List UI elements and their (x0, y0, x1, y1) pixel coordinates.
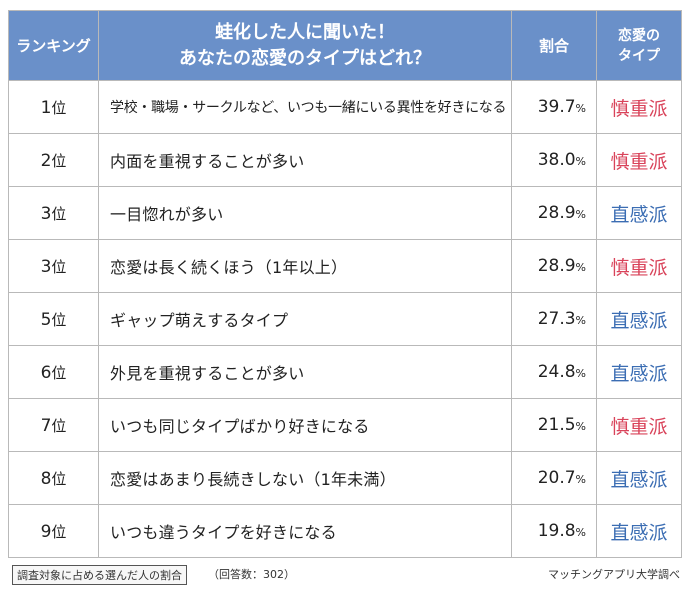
love-type-badge: 直感派 (596, 345, 682, 399)
love-type-badge: 慎重派 (596, 80, 682, 134)
title-line-2: あなたの恋愛のタイプはどれ？ (179, 47, 431, 69)
percent-unit: % (575, 367, 586, 380)
rank-unit: 位 (51, 310, 67, 329)
table-row: 6位 外見を重視することが多い 24.8% 直感派 (8, 345, 682, 399)
rank-number: 6 (40, 362, 52, 383)
percent-value: 21.5 (537, 415, 576, 435)
type-header-line-1: 恋愛の (618, 27, 660, 44)
love-type-badge: 慎重派 (596, 239, 682, 293)
ranking-table: ランキング 蛙化した人に聞いた！ あなたの恋愛のタイプはどれ？ 割合 恋愛の タ… (8, 10, 682, 558)
answer-label: 恋愛は長く続くほう（1年以上） (98, 239, 512, 293)
answer-label: 一目惚れが多い (98, 186, 512, 240)
rank-unit: 位 (51, 416, 67, 435)
header-percent: 割合 (511, 10, 597, 81)
rank-cell: 8位 (8, 451, 99, 505)
love-type-badge: 慎重派 (596, 133, 682, 187)
table-row: 3位 一目惚れが多い 28.9% 直感派 (8, 186, 682, 240)
percent-cell: 28.9% (511, 186, 597, 240)
rank-cell: 3位 (8, 186, 99, 240)
percent-unit: % (575, 420, 586, 433)
rank-cell: 1位 (8, 80, 99, 134)
rank-cell: 7位 (8, 398, 99, 452)
percent-cell: 39.7% (511, 80, 597, 134)
percent-unit: % (575, 261, 586, 274)
percent-unit: % (575, 314, 586, 327)
percent-value: 27.3 (537, 309, 576, 329)
header-rank: ランキング (8, 10, 99, 81)
percent-cell: 24.8% (511, 345, 597, 399)
love-type-badge: 慎重派 (596, 398, 682, 452)
answer-label: 内面を重視することが多い (98, 133, 512, 187)
rank-cell: 5位 (8, 292, 99, 346)
percent-value: 19.8 (537, 521, 576, 541)
rank-unit: 位 (51, 98, 67, 117)
rank-unit: 位 (51, 151, 67, 170)
love-type-badge: 直感派 (596, 451, 682, 505)
answer-label: 学校・職場・サークルなど、いつも一緒にいる異性を好きになる (98, 80, 512, 134)
rank-cell: 6位 (8, 345, 99, 399)
percent-value: 28.9 (537, 203, 576, 223)
ranking-rows: 1位 学校・職場・サークルなど、いつも一緒にいる異性を好きになる 39.7% 慎重派 2… (8, 80, 682, 558)
rank-number: 1 (40, 97, 52, 118)
footnote-percentage: 調査対象に占める選んだ人の割合 (12, 565, 187, 585)
rank-unit: 位 (51, 257, 67, 276)
percent-cell: 38.0% (511, 133, 597, 187)
percent-value: 24.8 (537, 362, 576, 382)
percent-unit: % (575, 526, 586, 539)
percent-cell: 27.3% (511, 292, 597, 346)
header-question: 蛙化した人に聞いた！ あなたの恋愛のタイプはどれ？ (98, 10, 512, 81)
table-row: 8位 恋愛はあまり長続きしない（1年未満） 20.7% 直感派 (8, 451, 682, 505)
rank-number: 7 (40, 415, 52, 436)
rank-unit: 位 (51, 363, 67, 382)
answer-label: 恋愛はあまり長続きしない（1年未満） (98, 451, 512, 505)
answer-label: いつも同じタイプばかり好きになる (98, 398, 512, 452)
rank-cell: 2位 (8, 133, 99, 187)
percent-value: 20.7 (537, 468, 576, 488)
answer-label: いつも違うタイプを好きになる (98, 504, 512, 558)
title-line-1: 蛙化した人に聞いた！ (215, 21, 395, 43)
rank-unit: 位 (51, 204, 67, 223)
answer-label: 外見を重視することが多い (98, 345, 512, 399)
percent-cell: 28.9% (511, 239, 597, 293)
percent-cell: 20.7% (511, 451, 597, 505)
type-header-line-2: タイプ (618, 47, 660, 64)
rank-cell: 3位 (8, 239, 99, 293)
percent-value: 28.9 (537, 256, 576, 276)
rank-number: 3 (40, 256, 52, 277)
percent-cell: 21.5% (511, 398, 597, 452)
rank-unit: 位 (51, 469, 67, 488)
answer-label: ギャップ萌えするタイプ (98, 292, 512, 346)
table-row: 2位 内面を重視することが多い 38.0% 慎重派 (8, 133, 682, 187)
percent-unit: % (575, 473, 586, 486)
rank-number: 2 (40, 150, 52, 171)
rank-number: 9 (40, 521, 52, 542)
percent-unit: % (575, 208, 586, 221)
love-type-badge: 直感派 (596, 292, 682, 346)
source-credit: マッチングアプリ大学調べ (548, 568, 680, 581)
table-row: 7位 いつも同じタイプばかり好きになる 21.5% 慎重派 (8, 398, 682, 452)
rank-unit: 位 (51, 522, 67, 541)
love-type-badge: 直感派 (596, 186, 682, 240)
table-row: 5位 ギャップ萌えするタイプ 27.3% 直感派 (8, 292, 682, 346)
respondent-count: （回答数：302） (208, 568, 295, 581)
table-row: 3位 恋愛は長く続くほう（1年以上） 28.9% 慎重派 (8, 239, 682, 293)
table-row: 9位 いつも違うタイプを好きになる 19.8% 直感派 (8, 504, 682, 558)
header-type: 恋愛の タイプ (596, 10, 682, 81)
rank-cell: 9位 (8, 504, 99, 558)
rank-number: 3 (40, 203, 52, 224)
love-type-badge: 直感派 (596, 504, 682, 558)
table-row: 1位 学校・職場・サークルなど、いつも一緒にいる異性を好きになる 39.7% 慎重派 (8, 80, 682, 134)
percent-unit: % (575, 102, 586, 115)
percent-unit: % (575, 155, 586, 168)
percent-value: 38.0 (537, 150, 576, 170)
percent-value: 39.7 (537, 97, 576, 117)
rank-number: 8 (40, 468, 52, 489)
rank-number: 5 (40, 309, 52, 330)
percent-cell: 19.8% (511, 504, 597, 558)
header-row: ランキング 蛙化した人に聞いた！ あなたの恋愛のタイプはどれ？ 割合 恋愛の タ… (8, 10, 682, 81)
